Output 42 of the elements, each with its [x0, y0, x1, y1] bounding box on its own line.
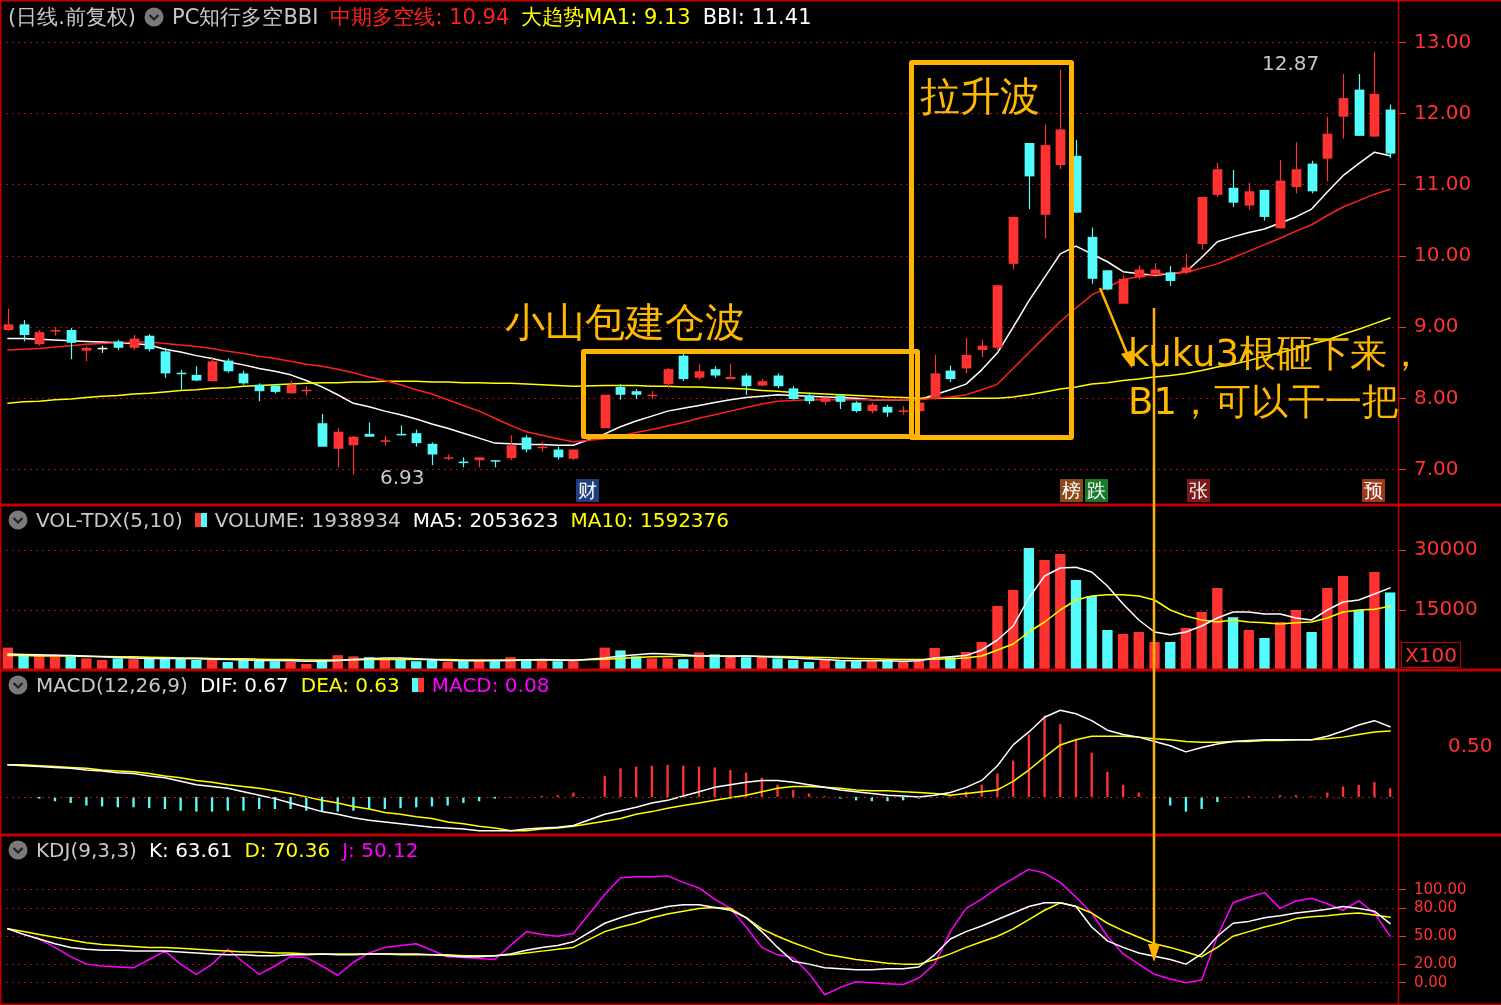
annotation: 预 — [1362, 479, 1385, 502]
y-tick-label: 0.00 — [1414, 972, 1448, 991]
chart-title: MACD(12,26,9) — [36, 673, 188, 697]
text: K: 63.61 — [148, 838, 233, 862]
chart-title: (日线.前复权) — [8, 4, 137, 31]
annotation: 小山包建仓波 — [505, 298, 745, 347]
legend-label: VOLUME: 1938934 — [214, 508, 401, 532]
y-tick-label: 12.00 — [1414, 100, 1472, 125]
annotation: 榜 — [1060, 479, 1083, 502]
text: 大趋势MA1: 9.13 — [521, 4, 691, 31]
text: 中期多空线: 10.94 — [330, 4, 510, 31]
text: D: 70.36 — [244, 838, 331, 862]
annotation: 拉升波 — [920, 72, 1040, 121]
legend-label: MACD: 0.08 — [431, 673, 550, 697]
annotation: 12.87 — [1262, 50, 1320, 76]
text: MA10: 1592376 — [570, 508, 730, 532]
y-tick-label: 8.00 — [1414, 384, 1459, 409]
text: X100 — [1401, 642, 1461, 668]
y-tick-label: 7.00 — [1414, 455, 1459, 480]
text: J: 50.12 — [342, 838, 419, 862]
y-tick-label: 20.00 — [1414, 954, 1457, 973]
chart-title: VOL-TDX(5,10) — [36, 508, 183, 532]
text: BBI: 11.41 — [702, 5, 812, 29]
y-tick-label: 30000 — [1414, 536, 1478, 561]
text: DEA: 0.63 — [300, 673, 400, 697]
chart-subtitle: PC知行多空BBI — [172, 4, 319, 31]
y-tick-label: 15000 — [1414, 596, 1478, 621]
text: MA5: 2053623 — [412, 508, 559, 532]
y-tick-label: 50.00 — [1414, 926, 1457, 945]
text: DIF: 0.67 — [199, 673, 289, 697]
y-tick-label: 80.00 — [1414, 898, 1457, 917]
annotation: 6.93 — [380, 464, 425, 490]
chart-title: KDJ(9,3,3) — [36, 838, 137, 862]
text: 0.50 — [1448, 732, 1493, 758]
annotation: 跌 — [1085, 479, 1108, 502]
annotation: 张 — [1187, 479, 1210, 502]
y-tick-label: 10.00 — [1414, 242, 1472, 267]
y-tick-label: 100.00 — [1414, 879, 1467, 898]
y-tick-label: 11.00 — [1414, 171, 1472, 196]
y-tick-label: 13.00 — [1414, 28, 1472, 53]
y-tick-label: 9.00 — [1414, 313, 1459, 338]
annotation: 财 — [576, 479, 599, 502]
